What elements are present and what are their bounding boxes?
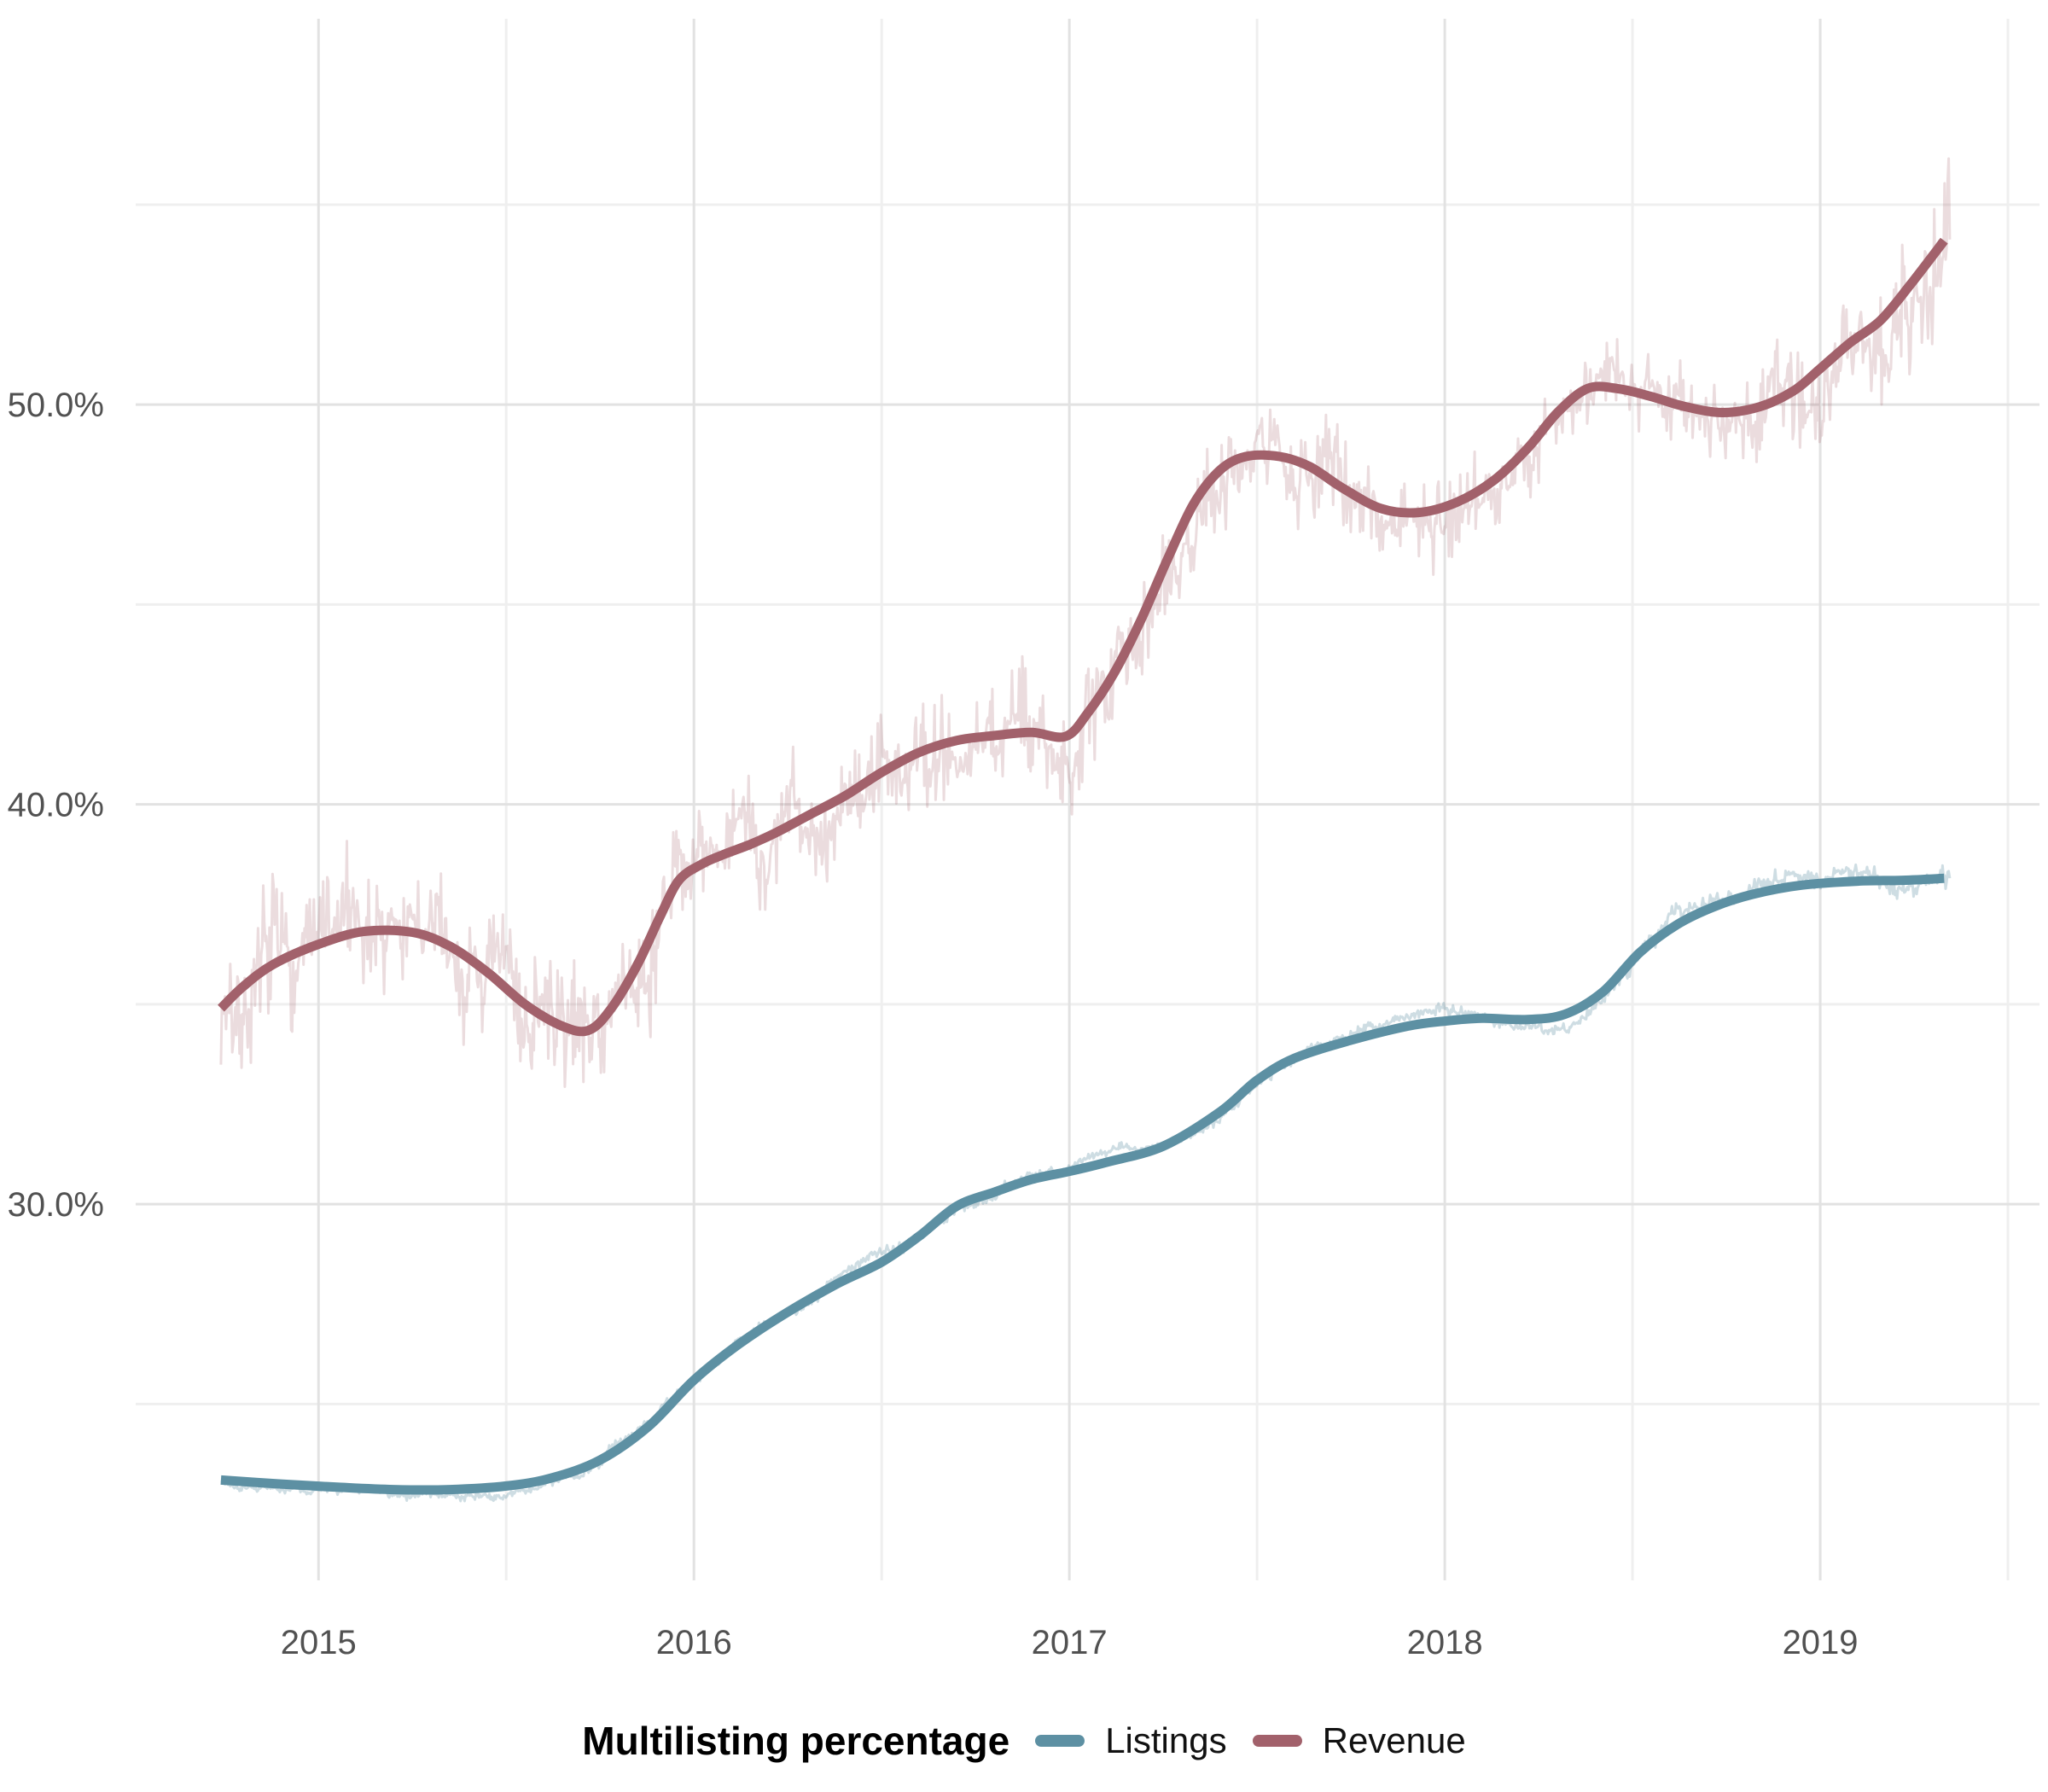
y-axis-labels: 30.0% 40.0% 50.0%	[8, 387, 104, 1224]
legend-title: Multilisting percentage	[582, 1719, 1010, 1763]
legend-item-listings: Listings	[1035, 1720, 1227, 1761]
legend-item-label: Revenue	[1322, 1720, 1466, 1760]
gridlines-minor	[136, 19, 2039, 1580]
x-tick-label: 2016	[656, 1624, 732, 1661]
smoothed-trend-lines	[218, 237, 1948, 1495]
listings-raw-line	[220, 863, 1952, 1503]
listings-smooth-line	[220, 873, 1945, 1495]
x-tick-label: 2015	[281, 1624, 357, 1661]
x-tick-label: 2017	[1032, 1624, 1108, 1661]
legend-item-label: Listings	[1105, 1720, 1227, 1760]
legend: Multilisting percentage Listings Revenue	[0, 1694, 2048, 1788]
x-axis-labels: 2015 2016 2017 2018 2019	[281, 1624, 1859, 1661]
gridlines-major	[136, 19, 2039, 1580]
x-tick-label: 2018	[1407, 1624, 1483, 1661]
y-tick-label: 40.0%	[8, 787, 104, 824]
raw-data-lines	[219, 157, 1952, 1503]
revenue-smooth-line	[218, 237, 1948, 1037]
y-tick-label: 30.0%	[8, 1186, 104, 1224]
revenue-swatch-icon	[1252, 1735, 1302, 1747]
x-tick-label: 2019	[1783, 1624, 1859, 1661]
y-tick-label: 50.0%	[8, 387, 104, 424]
legend-item-revenue: Revenue	[1252, 1720, 1466, 1761]
listings-swatch-icon	[1035, 1735, 1085, 1747]
revenue-raw-line	[219, 157, 1952, 1088]
